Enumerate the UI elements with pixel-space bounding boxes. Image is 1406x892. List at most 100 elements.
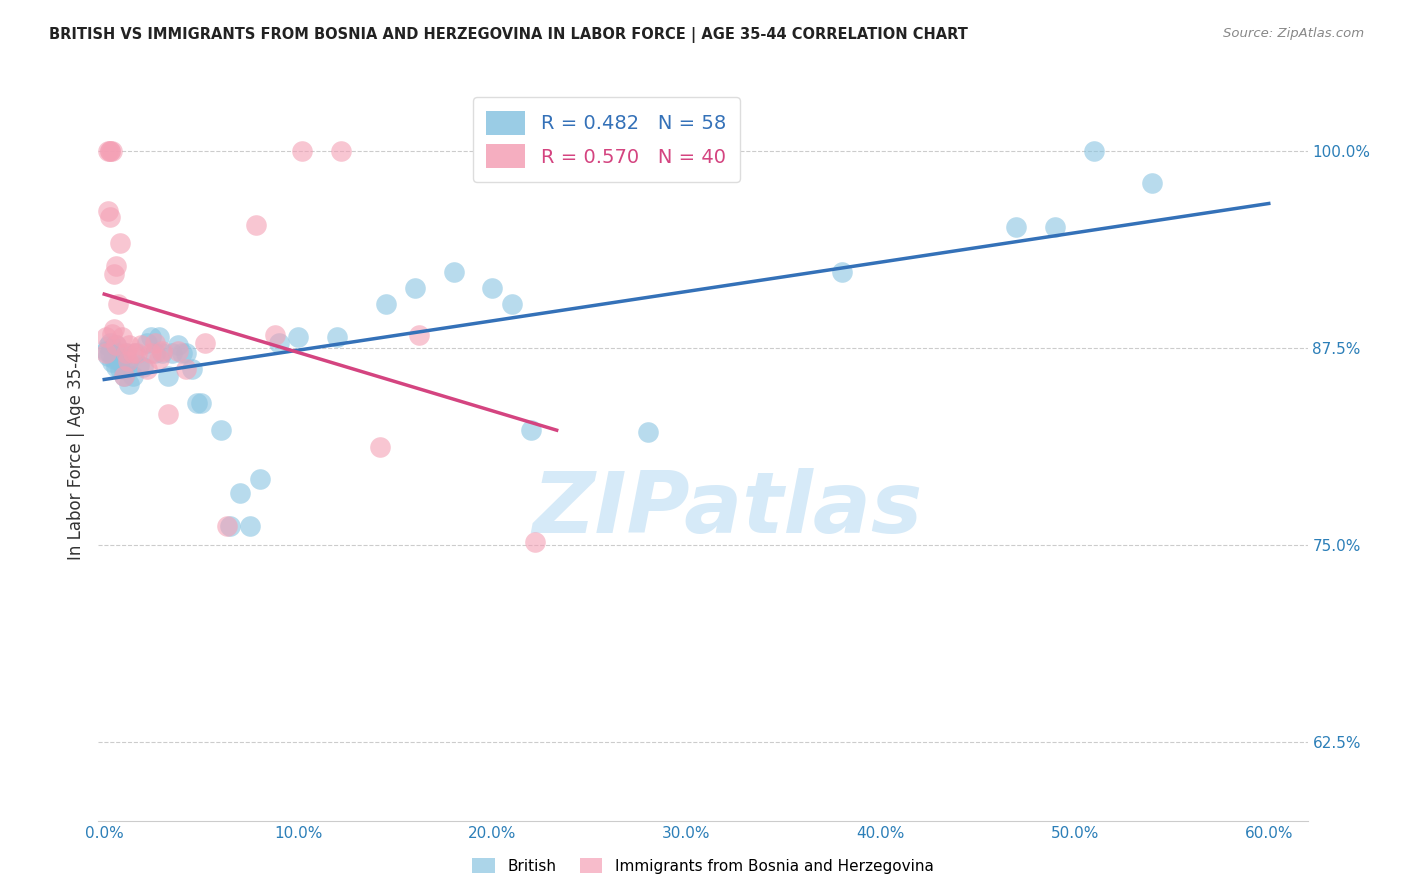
Point <box>368 440 391 454</box>
Point <box>157 369 180 384</box>
Point <box>174 361 197 376</box>
Point <box>167 338 190 352</box>
Point <box>264 328 287 343</box>
Point <box>481 281 503 295</box>
Point <box>267 336 290 351</box>
Point <box>520 423 543 437</box>
Point <box>98 346 121 360</box>
Point <box>330 144 353 158</box>
Point <box>117 353 139 368</box>
Point <box>209 423 232 437</box>
Point <box>104 359 127 374</box>
Point <box>114 346 136 360</box>
Point <box>287 330 309 344</box>
Point <box>111 330 134 344</box>
Point <box>107 297 129 311</box>
Point <box>101 144 124 158</box>
Point <box>180 361 202 376</box>
Point <box>103 352 125 367</box>
Point <box>98 211 121 225</box>
Legend: British, Immigrants from Bosnia and Herzegovina: British, Immigrants from Bosnia and Herz… <box>467 852 939 880</box>
Point <box>96 330 118 344</box>
Point <box>157 407 180 421</box>
Point <box>112 369 135 384</box>
Point <box>118 338 141 352</box>
Point <box>103 346 125 360</box>
Point <box>831 265 853 279</box>
Legend: R = 0.482   N = 58, R = 0.570   N = 40: R = 0.482 N = 58, R = 0.570 N = 40 <box>472 97 740 182</box>
Point <box>160 346 183 360</box>
Point <box>1142 176 1164 190</box>
Point <box>136 336 159 351</box>
Point <box>128 359 150 373</box>
Y-axis label: In Labor Force | Age 35-44: In Labor Force | Age 35-44 <box>66 341 84 560</box>
Point <box>1045 219 1067 234</box>
Point <box>97 349 120 363</box>
Point <box>443 265 465 279</box>
Text: Source: ZipAtlas.com: Source: ZipAtlas.com <box>1223 27 1364 40</box>
Text: ZIPatlas: ZIPatlas <box>531 468 922 551</box>
Point <box>194 336 217 351</box>
Point <box>101 341 124 355</box>
Point <box>108 361 131 376</box>
Point <box>112 369 135 384</box>
Point <box>107 346 129 360</box>
Point <box>118 377 141 392</box>
Point <box>97 144 120 158</box>
Point <box>117 353 139 368</box>
Point <box>103 267 125 281</box>
Point <box>101 355 124 369</box>
Point <box>215 519 238 533</box>
Point <box>148 352 170 367</box>
Point <box>249 472 271 486</box>
Point <box>152 344 174 359</box>
Point <box>111 347 134 361</box>
Point <box>127 346 149 360</box>
Point <box>101 326 124 341</box>
Point <box>190 396 212 410</box>
Point <box>174 346 197 360</box>
Point <box>637 425 659 439</box>
Point <box>96 346 118 360</box>
Point <box>122 369 145 384</box>
Point <box>170 346 193 360</box>
Point <box>186 396 208 410</box>
Point <box>107 352 129 367</box>
Point <box>148 330 170 344</box>
Point <box>97 204 120 219</box>
Point <box>98 144 121 158</box>
Point <box>501 297 523 311</box>
Point <box>104 338 127 352</box>
Point <box>143 336 166 351</box>
Point <box>96 344 118 359</box>
Point <box>103 322 125 336</box>
Point <box>167 344 190 359</box>
Point <box>122 346 145 360</box>
Point <box>98 144 121 158</box>
Point <box>143 346 166 360</box>
Point <box>1083 144 1105 158</box>
Point <box>374 297 396 311</box>
Point <box>98 336 121 351</box>
Point <box>245 218 267 232</box>
Point <box>404 281 426 295</box>
Point <box>229 486 252 500</box>
Point <box>124 346 146 360</box>
Point <box>326 330 349 344</box>
Point <box>104 259 127 273</box>
Point <box>97 339 120 353</box>
Point <box>108 235 131 250</box>
Point <box>524 534 547 549</box>
Text: BRITISH VS IMMIGRANTS FROM BOSNIA AND HERZEGOVINA IN LABOR FORCE | AGE 35-44 COR: BRITISH VS IMMIGRANTS FROM BOSNIA AND HE… <box>49 27 969 43</box>
Point <box>239 519 262 533</box>
Point <box>139 346 162 360</box>
Point <box>139 330 162 344</box>
Point <box>108 353 131 368</box>
Point <box>104 338 127 352</box>
Point <box>129 338 152 352</box>
Point <box>136 361 159 376</box>
Point <box>291 144 314 158</box>
Point <box>219 519 242 533</box>
Point <box>408 328 430 343</box>
Point <box>132 359 155 374</box>
